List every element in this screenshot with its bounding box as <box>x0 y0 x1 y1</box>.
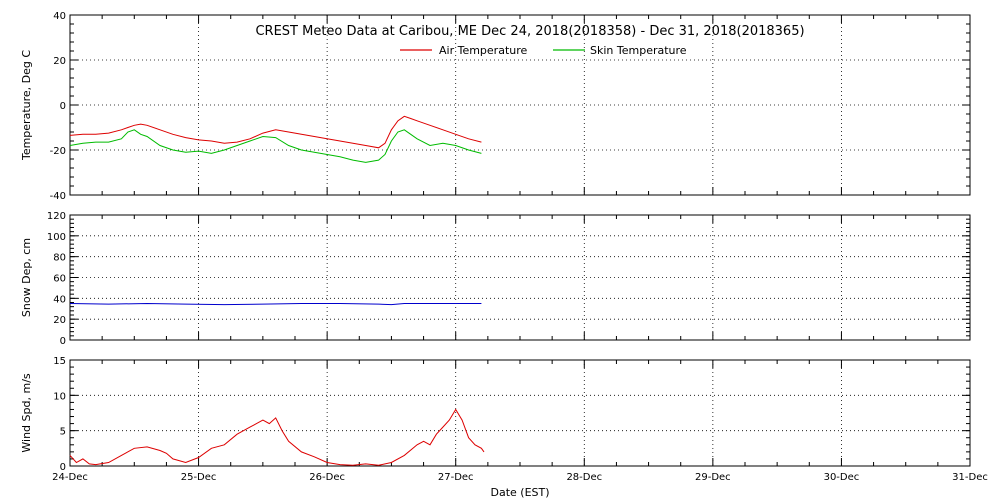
x-tick-label: 27-Dec <box>438 472 474 483</box>
y-tick-label: -40 <box>50 191 66 202</box>
plot-frame <box>69 359 971 467</box>
y-tick-label: -20 <box>50 146 66 157</box>
x-tick-label: 29-Dec <box>695 472 731 483</box>
x-axis-label: Date (EST) <box>490 486 549 499</box>
y-axis-label: Temperature, Deg C <box>20 50 33 161</box>
y-tick-label: 40 <box>53 11 66 22</box>
chart-title: CREST Meteo Data at Caribou, ME Dec 24, … <box>255 24 804 39</box>
series-line-2 <box>69 302 482 306</box>
y-tick-label: 100 <box>47 232 66 243</box>
panel-2: 0 20 40 60 80 100 120 Snow Dep, cm <box>20 211 971 347</box>
x-tick-label: 26-Dec <box>309 472 345 483</box>
plot-frame <box>69 14 971 196</box>
legend-skin-temperature-label: Skin Temperature <box>590 44 687 57</box>
x-tick-label: 30-Dec <box>824 472 860 483</box>
legend: Air Temperature Skin Temperature <box>400 44 687 57</box>
legend-air-temperature-label: Air Temperature <box>439 44 528 57</box>
panel-1: -40 -20 0 20 40 Temperature, Deg C <box>20 11 971 202</box>
y-tick-label: 10 <box>53 391 66 402</box>
y-tick-label: 40 <box>53 294 66 305</box>
y-axis-label: Wind Spd, m/s <box>20 373 33 453</box>
y-tick-label: 0 <box>60 336 66 347</box>
y-tick-label: 0 <box>60 462 66 473</box>
y-tick-label: 0 <box>60 101 66 112</box>
x-tick-label: 28-Dec <box>566 472 602 483</box>
y-tick-label: 15 <box>53 356 66 367</box>
y-tick-label: 5 <box>60 427 66 438</box>
y-tick-label: 20 <box>53 315 66 326</box>
series-line-3 <box>69 408 485 466</box>
panel-3: 0 5 10 15 Wind Spd, m/s 24-Dec 25-Dec 26-Dec 27-… <box>20 356 988 483</box>
y-tick-label: 80 <box>53 253 66 264</box>
y-tick-label: 60 <box>53 274 66 285</box>
plot-frame <box>69 214 971 341</box>
x-tick-label: 31-Dec <box>952 472 988 483</box>
chart-panels: -40 -20 0 20 40 Temperature, Deg C 0 20 40 60 80 10… <box>20 11 988 483</box>
series-skin-temperature <box>69 129 482 163</box>
y-tick-label: 20 <box>53 56 66 67</box>
y-axis-label: Snow Dep, cm <box>20 238 33 317</box>
y-tick-label: 120 <box>47 211 66 222</box>
series-air-temperature <box>69 115 482 149</box>
x-tick-label: 24-Dec <box>52 472 88 483</box>
x-tick-label: 25-Dec <box>181 472 217 483</box>
